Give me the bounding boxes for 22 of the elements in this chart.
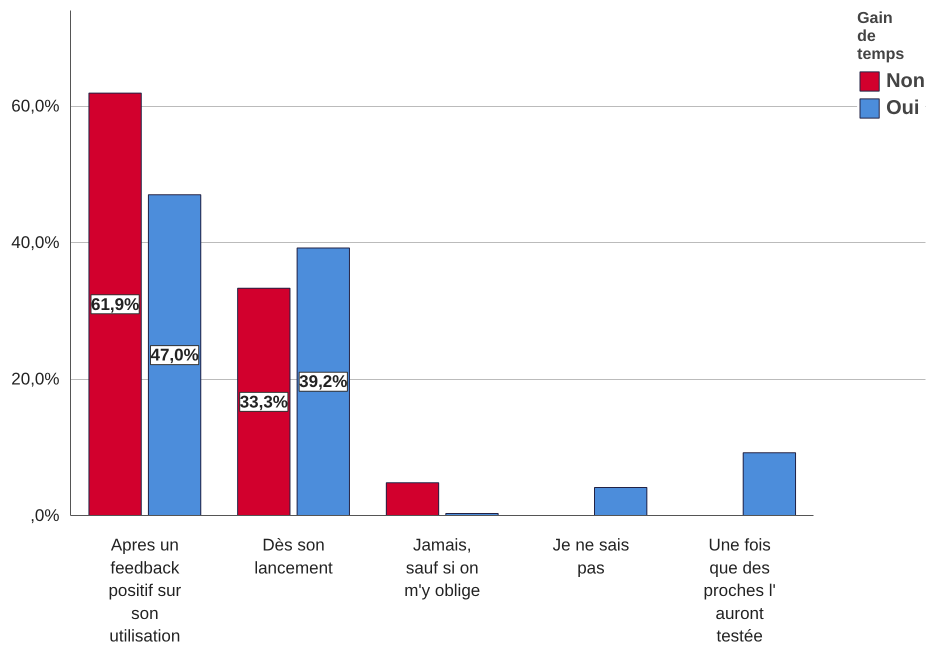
y-tick-label: 20,0% <box>11 370 60 389</box>
bar <box>88 92 142 516</box>
data-label: 39,2% <box>299 372 348 392</box>
legend-label: Non <box>886 70 925 92</box>
bar <box>237 288 290 516</box>
data-label: 33,3% <box>240 392 288 412</box>
y-tick-label: 40,0% <box>11 233 60 252</box>
x-tick-label: Une fois que des proches l' auront testée <box>704 536 776 646</box>
legend-label: Oui <box>886 96 920 120</box>
bar <box>296 247 350 516</box>
bar <box>594 487 648 516</box>
y-tick-label: 60,0% <box>11 96 60 116</box>
bar <box>742 452 796 516</box>
data-label: 61,9% <box>91 294 140 314</box>
x-tick-label: Je ne sais pas <box>552 536 630 578</box>
bar <box>148 194 202 516</box>
bar <box>386 482 440 516</box>
x-tick-label: Jamais, sauf si on m'y oblige <box>404 536 480 600</box>
y-tick-label: ,0% <box>30 506 60 525</box>
x-tick-label: Apres un feedback positif sur son utilisation <box>108 536 182 646</box>
legend-title: Gain de temps <box>857 10 906 64</box>
x-tick-label: Dès son lancement <box>254 536 334 578</box>
